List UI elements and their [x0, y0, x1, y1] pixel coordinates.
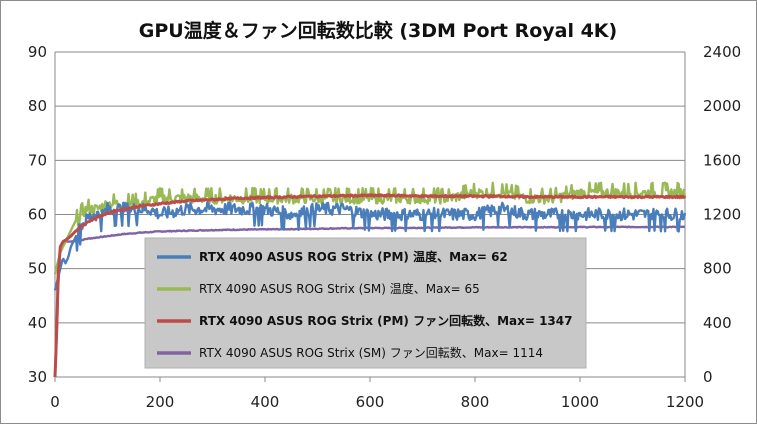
y2-tick-label: 400 [703, 314, 732, 332]
x-tick-label: 200 [146, 393, 175, 411]
x-tick-label: 1200 [666, 393, 704, 411]
legend-box [144, 237, 587, 369]
y2-tick-label: 1600 [703, 151, 741, 169]
x-tick-label: 800 [461, 393, 490, 411]
legend-label: RTX 4090 ASUS ROG Strix (SM) 温度、Max= 65 [199, 281, 480, 296]
y2-tick-label: 2400 [703, 43, 741, 61]
series-line [53, 193, 687, 378]
x-tick-label: 400 [251, 393, 280, 411]
legend: RTX 4090 ASUS ROG Strix (PM) 温度、Max= 62 R… [144, 237, 587, 369]
y-tick-label: 80 [28, 97, 47, 115]
y-tick-label: 40 [28, 314, 47, 332]
y-tick-label: 90 [28, 43, 47, 61]
chart-title: GPU温度＆ファン回転数比較 (3DM Port Royal 4K) [139, 19, 617, 42]
x-tick-label: 600 [356, 393, 385, 411]
y-tick-label: 30 [28, 368, 47, 386]
x-tick-label: 0 [50, 393, 60, 411]
legend-label: RTX 4090 ASUS ROG Strix (PM) 温度、Max= 62 [199, 249, 508, 264]
y2-tick-label: 2000 [703, 97, 741, 115]
legend-label: RTX 4090 ASUS ROG Strix (SM) ファン回転数、Max=… [199, 345, 543, 360]
y2-tick-label: 0 [703, 368, 713, 386]
y-tick-label: 70 [28, 151, 47, 169]
legend-label: RTX 4090 ASUS ROG Strix (PM) ファン回転数、Max=… [199, 313, 572, 328]
series-layer [53, 181, 687, 378]
y2-tick-label: 800 [703, 260, 732, 278]
axis-layer: 30 40 50 60 70 80 90 0 400 800 1200 1600 2000 2400 0 20… [28, 43, 741, 411]
y-tick-label: 60 [28, 206, 47, 224]
series-line [53, 201, 687, 291]
x-tick-label: 1000 [561, 393, 599, 411]
y-tick-label: 50 [28, 260, 47, 278]
y2-tick-label: 1200 [703, 206, 741, 224]
